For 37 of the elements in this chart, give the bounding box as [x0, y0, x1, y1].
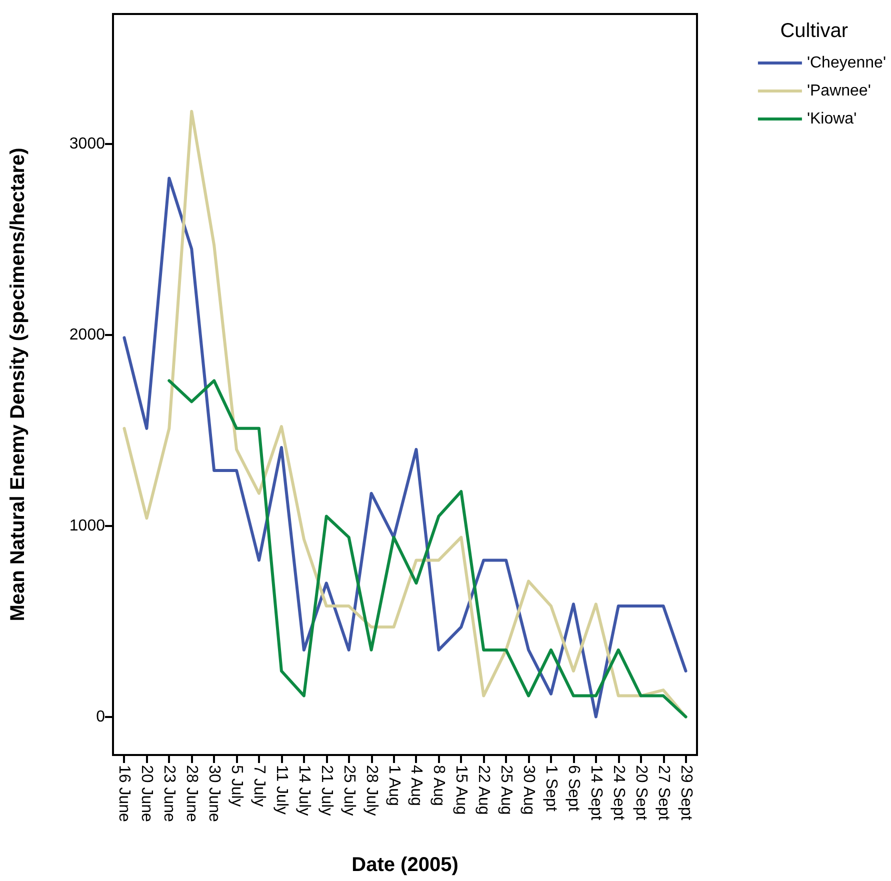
line-series [168, 379, 688, 718]
legend-title: Cultivar [780, 20, 848, 42]
x-tick-label: 29 Sept [677, 765, 694, 821]
x-tick-label: 4 Aug [408, 765, 425, 806]
x-tick-label: 15 Aug [452, 765, 470, 815]
x-tick-label: 14 Sept [587, 765, 604, 821]
x-tick-label: 6 Sept [564, 765, 582, 812]
x-tick-label: 23 June [160, 765, 178, 822]
y-tick-label: 1000 [69, 517, 106, 534]
x-tick-label: 20 June [138, 765, 156, 822]
x-tick-label: 16 June [116, 765, 133, 822]
x-tick-label: 28 July [362, 765, 380, 816]
y-tick-label: 3000 [69, 135, 106, 152]
x-tick-label: 25 Aug [498, 765, 515, 815]
legend-label: 'Pawnee' [806, 82, 871, 100]
x-tick-label: 30 June [206, 765, 223, 822]
x-tick-label: 11 July [272, 765, 290, 815]
x-tick-label: 5 July [228, 765, 246, 807]
x-tick-label: 1 Sept [542, 765, 560, 812]
legend-label: 'Cheyenne' [806, 54, 886, 72]
x-axis-title: Date (2005) [352, 854, 458, 876]
x-tick-label: 21 July [318, 765, 335, 816]
x-tick-label: 25 July [340, 765, 358, 816]
x-tick-label: 14 July [295, 765, 312, 816]
x-tick-label: 1 Aug [385, 765, 402, 806]
y-tick-label: 2000 [69, 326, 106, 344]
x-tick-label: 30 Aug [520, 765, 538, 815]
y-axis-title: Mean Natural Enemy Density (specimens/hectare) [7, 148, 29, 622]
x-tick-label: 28 June [183, 765, 200, 822]
x-tick-label: 7 July [250, 765, 268, 807]
x-tick-label: 22 Aug [475, 765, 492, 815]
x-tick-label: 8 Aug [430, 765, 448, 806]
x-tick-label: 24 Sept [610, 765, 627, 821]
x-tick-label: 27 Sept [654, 765, 672, 821]
y-tick-label: 0 [96, 708, 106, 726]
x-tick-label: 20 Sept [632, 765, 650, 821]
legend-label: 'Kiowa' [806, 110, 857, 128]
